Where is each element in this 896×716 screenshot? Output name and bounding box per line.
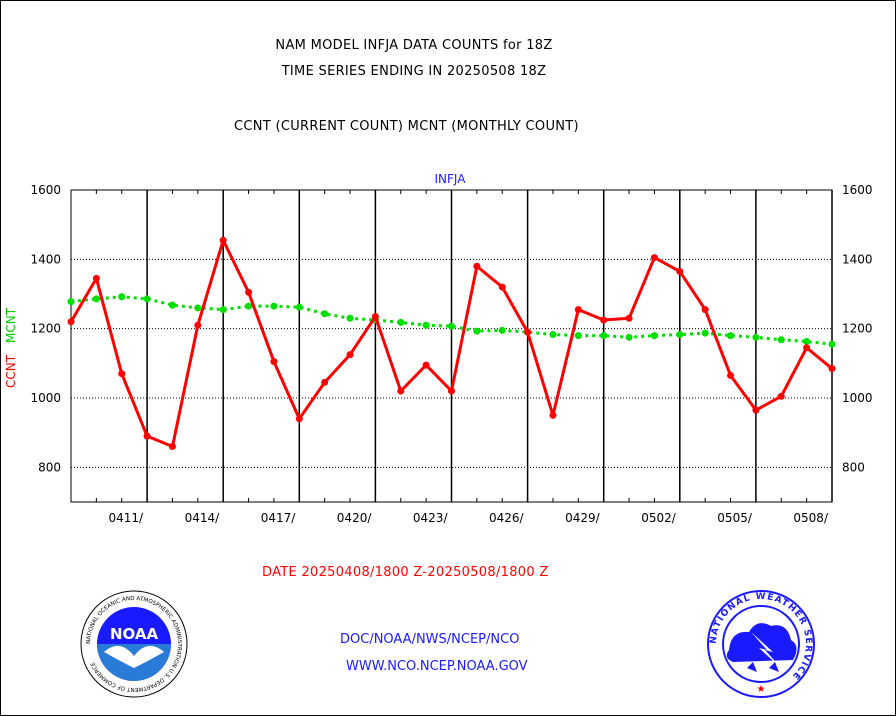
y-tick-label-right: 800 bbox=[842, 460, 865, 474]
x-tick-label: 0420/ bbox=[337, 511, 373, 525]
nws-logo: NATIONAL WEATHER SERVICE ★ bbox=[707, 590, 815, 698]
ccnt-point bbox=[219, 236, 227, 244]
x-tick-label: 0429/ bbox=[565, 511, 601, 525]
ccnt-point bbox=[295, 415, 303, 423]
ccnt-point bbox=[549, 411, 557, 419]
mcnt-point bbox=[727, 332, 735, 340]
mcnt-point bbox=[245, 302, 253, 310]
mcnt-point bbox=[676, 331, 684, 339]
date-range-label: DATE 20250408/1800 Z-20250508/1800 Z bbox=[262, 565, 549, 580]
ccnt-point bbox=[245, 288, 253, 296]
ccnt-point bbox=[498, 283, 506, 291]
mcnt-point bbox=[650, 332, 658, 340]
mcnt-point bbox=[498, 326, 506, 334]
x-tick-label: 0426/ bbox=[489, 511, 525, 525]
mcnt-point bbox=[752, 333, 760, 341]
y-tick-label-right: 1000 bbox=[842, 391, 873, 405]
mcnt-point bbox=[67, 298, 75, 306]
y-tick-label-left: 1400 bbox=[30, 252, 61, 266]
y-tick-label-left: 1600 bbox=[30, 183, 61, 197]
mcnt-point bbox=[346, 314, 354, 322]
ccnt-point bbox=[777, 392, 785, 400]
mcnt-point bbox=[295, 303, 303, 311]
ccnt-point bbox=[828, 365, 836, 373]
y-tick-label-right: 1400 bbox=[842, 252, 873, 266]
mcnt-point bbox=[118, 293, 126, 301]
chart-title: NAM MODEL INFJA DATA COUNTS for 18Z bbox=[275, 38, 553, 53]
mcnt-point bbox=[92, 295, 100, 303]
ccnt-point bbox=[625, 314, 633, 322]
ccnt-point bbox=[168, 443, 176, 451]
x-tick-label: 0417/ bbox=[261, 511, 297, 525]
mcnt-point bbox=[219, 306, 227, 314]
x-tick-label: 0414/ bbox=[185, 511, 221, 525]
ccnt-point bbox=[270, 358, 278, 366]
ccnt-point bbox=[346, 351, 354, 359]
mcnt-point bbox=[600, 332, 608, 340]
mcnt-point bbox=[701, 329, 709, 337]
chart-title-line2: TIME SERIES ENDING IN 20250508 18Z bbox=[281, 64, 547, 79]
ccnt-point bbox=[803, 344, 811, 352]
ccnt-point bbox=[397, 387, 405, 395]
mcnt-point bbox=[143, 295, 151, 303]
mcnt-point bbox=[625, 333, 633, 341]
org-label: DOC/NOAA/NWS/NCEP/NCO bbox=[340, 632, 520, 647]
x-tick-label: 0502/ bbox=[641, 511, 677, 525]
ccnt-point bbox=[701, 306, 709, 314]
mcnt-point bbox=[473, 327, 481, 335]
y-tick-label-left: 1200 bbox=[30, 322, 61, 336]
station-label: INFJA bbox=[434, 172, 466, 186]
mcnt-point bbox=[397, 318, 405, 326]
ccnt-point bbox=[448, 387, 455, 395]
noaa-logo: NOAA NATIONAL OCEANIC AND ATMOSPHERIC AD… bbox=[80, 590, 188, 698]
ccnt-point bbox=[371, 313, 379, 321]
ccnt-point bbox=[473, 262, 481, 270]
x-tick-label: 0411/ bbox=[109, 511, 145, 525]
ccnt-point bbox=[118, 370, 126, 378]
y-tick-label-left: 1000 bbox=[30, 391, 61, 405]
x-tick-label: 0508/ bbox=[793, 511, 829, 525]
ccnt-point bbox=[422, 361, 430, 369]
mcnt-point bbox=[422, 321, 430, 329]
chart-subtitle: CCNT (CURRENT COUNT) MCNT (MONTHLY COUNT… bbox=[234, 119, 579, 134]
y-tick-label-right: 1200 bbox=[842, 322, 873, 336]
ccnt-point bbox=[752, 406, 760, 414]
y-tick-label-left: 800 bbox=[38, 460, 61, 474]
mcnt-point bbox=[549, 331, 557, 339]
website-label: WWW.NCO.NCEP.NOAA.GOV bbox=[346, 659, 528, 674]
mcnt-point bbox=[321, 310, 329, 318]
mcnt-point bbox=[194, 304, 202, 312]
ccnt-point bbox=[92, 274, 100, 282]
mcnt-point bbox=[803, 337, 811, 345]
ccnt-point bbox=[676, 267, 684, 275]
nws-star-icon: ★ bbox=[757, 684, 766, 695]
x-tick-label: 0423/ bbox=[413, 511, 449, 525]
ccnt-point bbox=[574, 306, 582, 314]
ccnt-point bbox=[67, 318, 75, 326]
x-tick-label: 0505/ bbox=[717, 511, 753, 525]
mcnt-point bbox=[270, 302, 278, 310]
mcnt-point bbox=[168, 301, 176, 309]
ccnt-point bbox=[650, 254, 658, 262]
mcnt-point bbox=[777, 336, 785, 344]
ccnt-point bbox=[321, 378, 329, 386]
ccnt-point bbox=[194, 321, 202, 329]
noaa-logo-text: NOAA bbox=[110, 625, 159, 643]
mcnt-point bbox=[574, 332, 582, 340]
mcnt-point bbox=[448, 322, 455, 330]
ccnt-point bbox=[143, 432, 151, 440]
y-tick-label-right: 1600 bbox=[842, 183, 873, 197]
ccnt-point bbox=[600, 316, 608, 324]
mcnt-point bbox=[828, 340, 836, 348]
ccnt-point bbox=[524, 328, 532, 336]
ccnt-point bbox=[727, 371, 735, 379]
